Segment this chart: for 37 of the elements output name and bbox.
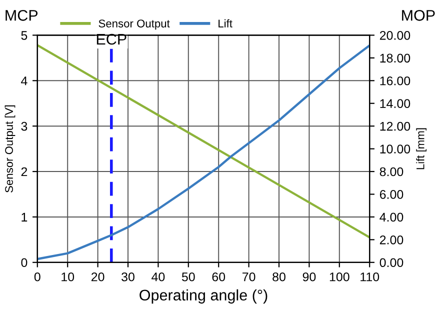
y-tick-label: 2	[21, 167, 28, 176]
text: MOP	[402, 10, 435, 21]
x-tick-label: 20	[91, 272, 104, 282]
x-tick-label: 50	[182, 272, 195, 282]
legend-label: Sensor Output	[98, 20, 170, 30]
y2-tick-label: 4.00	[380, 212, 404, 222]
y2-tick-label: 16.00	[380, 76, 410, 86]
y2-axis-title: Lift [mm]	[416, 128, 427, 170]
x-tick-label: 10	[62, 272, 74, 282]
x-tick-label: 110	[360, 272, 380, 282]
y-tick-label: 1	[22, 212, 28, 222]
y-axis-title: Sensor Output [V]	[4, 105, 16, 192]
ref-line-label: ECP	[96, 34, 126, 45]
x-tick-label: 40	[152, 272, 165, 282]
y2-tick-label: 2.00	[380, 235, 404, 244]
y2-tick-label: 8.00	[380, 167, 404, 176]
x-tick-label: 80	[272, 272, 286, 282]
x-tick-label: 100	[330, 272, 350, 282]
y-tick-label: 0	[21, 258, 28, 268]
x-tick-label: 70	[242, 272, 256, 282]
legend-label: Lift	[218, 19, 232, 28]
y2-tick-label: 12.00	[380, 122, 410, 131]
y2-tick-label: 18.00	[380, 54, 410, 63]
y-tick-label: 4	[21, 76, 28, 86]
x-tick-label: 0	[34, 272, 40, 282]
y2-tick-label: 20.00	[380, 31, 410, 40]
x-axis-title: Operating angle (°)	[140, 289, 268, 304]
y2-tick-label: 0.00	[380, 258, 404, 268]
y2-tick-label: 10.00	[380, 144, 410, 154]
y-tick-label: 5	[21, 31, 28, 40]
text: MCP	[6, 10, 38, 21]
y2-tick-label: 14.00	[380, 99, 410, 108]
y2-tick-label: 6.00	[380, 190, 404, 199]
x-tick-label: 90	[302, 272, 316, 282]
y-tick-label: 3	[21, 122, 28, 131]
x-tick-label: 30	[122, 272, 134, 282]
x-tick-label: 60	[212, 272, 226, 282]
